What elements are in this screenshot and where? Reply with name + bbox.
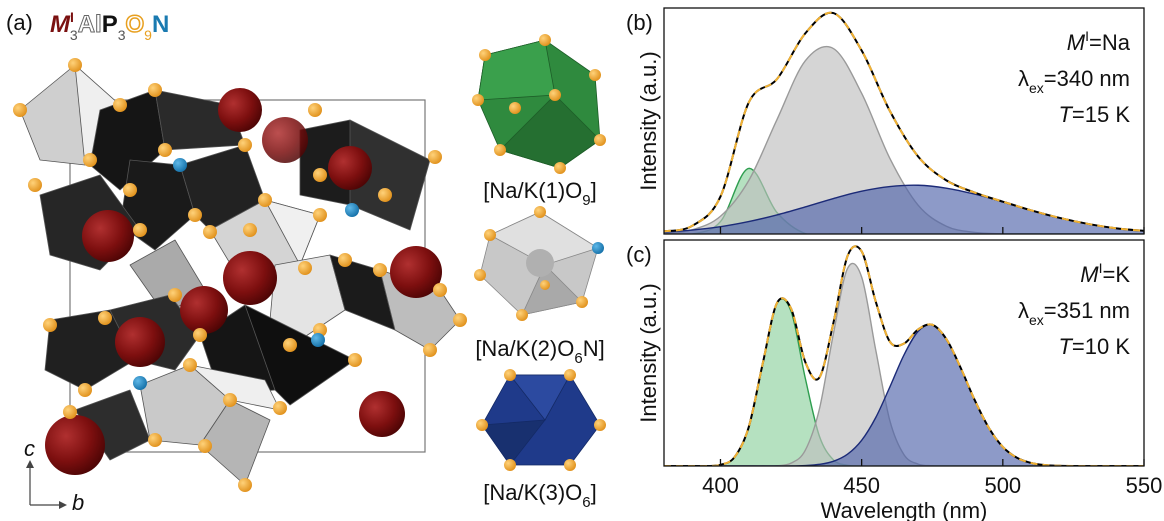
annotation: MI=K	[1080, 260, 1130, 287]
polyhedron-3	[476, 369, 606, 471]
label-part: 9	[582, 192, 590, 209]
label-part: 6	[574, 350, 582, 367]
formula: MI 3AlP3O9N	[50, 9, 169, 43]
polyhedron-label: [Na/K(1)O9]	[483, 178, 597, 209]
label-part: ]	[591, 178, 597, 203]
annotation: T=15 K	[1058, 102, 1130, 127]
annotation-part: =340 nm	[1044, 66, 1130, 91]
x-tick-label: 400	[702, 473, 739, 498]
panel-label: (b)	[626, 10, 653, 35]
label-part: 6	[582, 494, 590, 511]
fit-line	[664, 245, 1144, 466]
formula-part: 3	[118, 27, 126, 43]
annotation-part: λ	[1018, 66, 1029, 91]
axis-c: c	[24, 436, 35, 461]
annotation: MI=Na	[1067, 28, 1131, 55]
annotation-part: I	[1085, 28, 1089, 44]
formula-part: 3	[70, 27, 78, 43]
formula-part: 9	[144, 27, 152, 43]
annotation-part: ex	[1029, 312, 1044, 328]
annotation-part: T	[1058, 102, 1073, 127]
label-part: [Na/K(1)O	[483, 178, 582, 203]
component-area	[664, 324, 1144, 466]
oxygen	[13, 58, 467, 492]
x-tick-label: 450	[843, 473, 880, 498]
formula-part: I	[70, 9, 74, 25]
annotation-part: M	[1080, 262, 1099, 287]
annotation-part: I	[1099, 260, 1103, 276]
formula-part: M	[50, 11, 71, 38]
annotation-part: M	[1067, 30, 1086, 55]
axis-b: b	[72, 490, 84, 515]
annotation-part: T	[1058, 334, 1073, 359]
x-axis-label: Wavelength (nm)	[821, 498, 988, 521]
y-axis-label: Intensity (a.u.)	[636, 51, 661, 190]
formula-part: N	[152, 11, 169, 38]
polyhedron-1	[472, 34, 606, 174]
cations	[45, 88, 442, 475]
axes-frame	[663, 239, 1145, 467]
component-area	[664, 298, 1144, 466]
y-axis-label: Intensity (a.u.)	[636, 283, 661, 422]
component-line	[664, 167, 1144, 234]
annotation-part: =K	[1102, 262, 1130, 287]
panel-label: (a)	[6, 10, 33, 35]
nitrogen	[133, 158, 359, 390]
annotation: λex=340 nm	[1018, 66, 1130, 96]
formula-part: Al	[78, 11, 102, 38]
label-part: N]	[583, 336, 605, 361]
axes-frame	[663, 7, 1145, 235]
crystal-structure	[13, 58, 467, 509]
plot-area	[664, 11, 1144, 234]
panel-label: (c)	[626, 242, 652, 267]
component-line	[664, 45, 1144, 234]
annotation-part: ex	[1029, 80, 1044, 96]
component-area	[664, 46, 1144, 234]
polyhedron-label: [Na/K(2)O6N]	[475, 336, 604, 367]
annotation-part: =351 nm	[1044, 298, 1130, 323]
fit-line	[664, 11, 1144, 233]
annotation-part: λ	[1018, 298, 1029, 323]
annotation: T=10 K	[1058, 334, 1130, 359]
formula-part: O	[126, 11, 145, 38]
annotation-part: =15 K	[1072, 102, 1130, 127]
label-part: [Na/K(3)O	[483, 480, 582, 505]
x-tick-label: 500	[984, 473, 1021, 498]
polyhedron-label: [Na/K(3)O6]	[483, 480, 597, 511]
polyhedron-2	[474, 206, 604, 321]
annotation-part: =Na	[1089, 30, 1131, 55]
label-part: ]	[591, 480, 597, 505]
annotation: λex=351 nm	[1018, 298, 1130, 328]
x-tick-label: 550	[1126, 473, 1163, 498]
label-part: [Na/K(2)O	[475, 336, 574, 361]
component-area	[664, 185, 1144, 234]
annotation-part: =10 K	[1072, 334, 1130, 359]
formula-part: P	[102, 11, 118, 38]
